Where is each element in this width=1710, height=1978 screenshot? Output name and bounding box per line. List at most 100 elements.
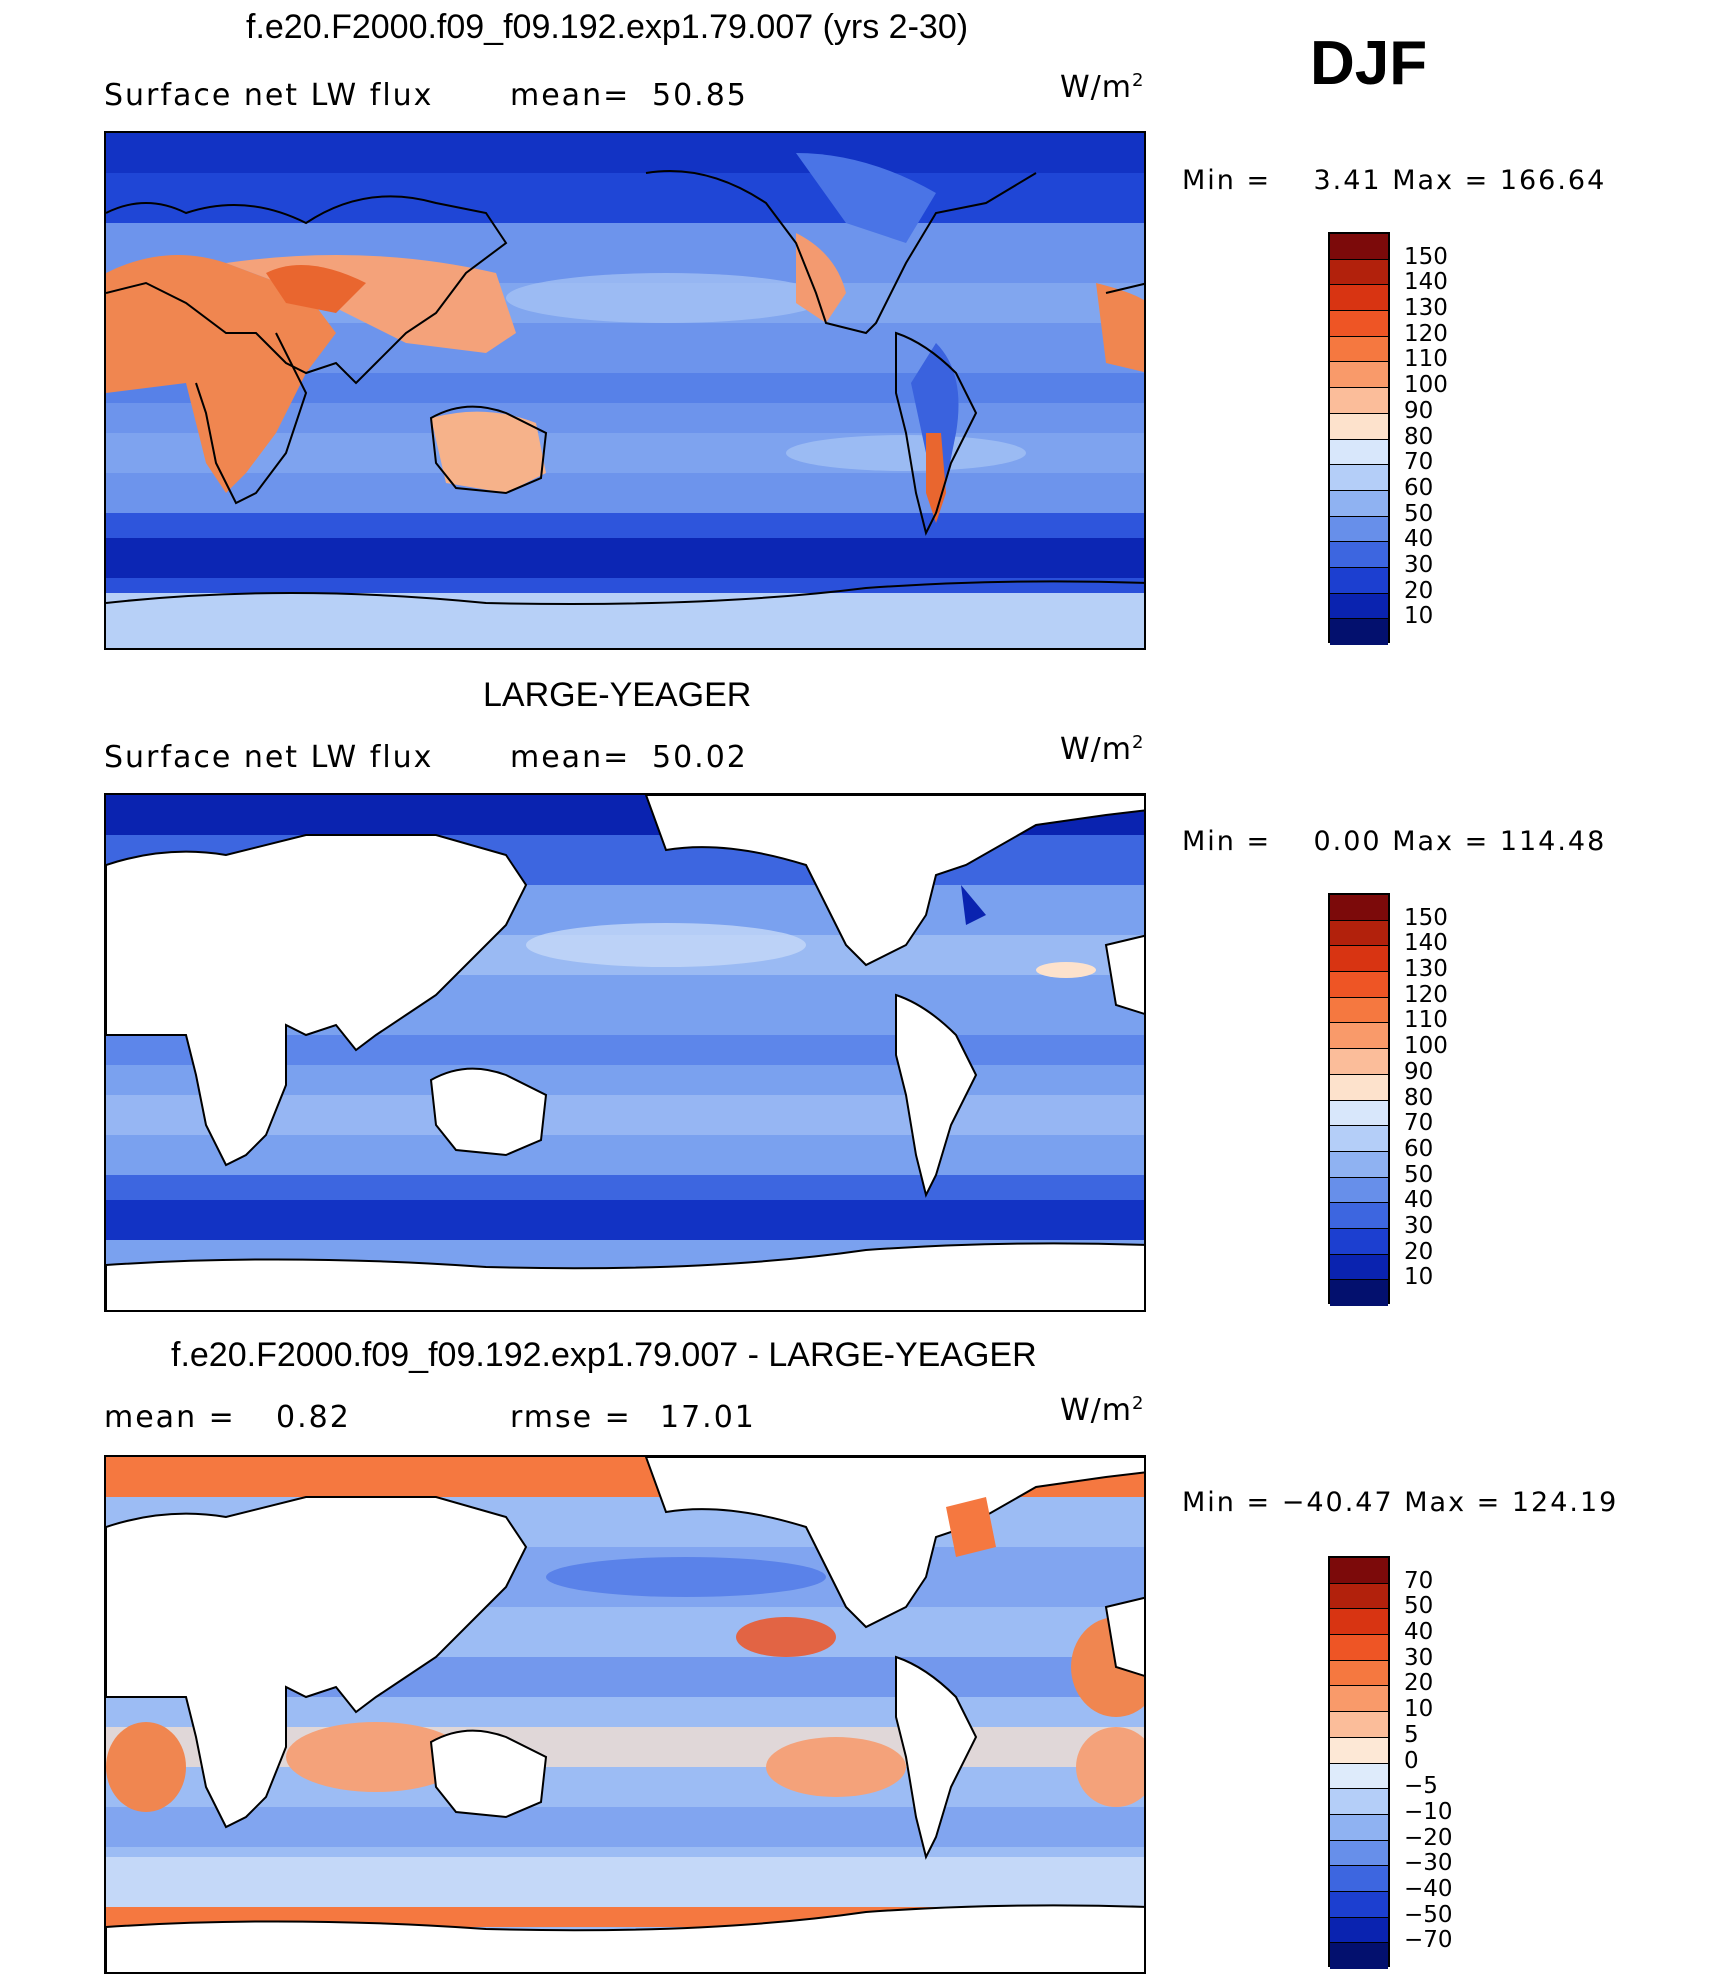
colorbar-swatch — [1330, 1866, 1388, 1892]
colorbar-swatch — [1330, 1943, 1388, 1969]
panel1-mean-label: mean= — [510, 78, 631, 113]
colorbar-tick-label: 80 — [1404, 1084, 1434, 1111]
colorbar-swatch — [1330, 593, 1388, 620]
colorbar-swatch — [1330, 895, 1388, 921]
colorbar-swatch — [1330, 1814, 1388, 1841]
colorbar-tick-label: 0 — [1404, 1747, 1419, 1774]
colorbar-tick-label: 60 — [1404, 474, 1434, 501]
colorbar-swatch — [1330, 1177, 1388, 1204]
colorbar-tick-label: 50 — [1404, 1593, 1434, 1620]
panel3-units: W/m2 — [1060, 1393, 1145, 1428]
colorbar-tick-label: −10 — [1404, 1798, 1453, 1825]
colorbar-swatch — [1330, 1049, 1388, 1075]
colorbar-tick-label: 60 — [1404, 1135, 1434, 1162]
panel2-mean-label: mean= — [510, 740, 631, 775]
colorbar-swatch — [1330, 1737, 1388, 1764]
colorbar-swatch — [1330, 1660, 1388, 1687]
colorbar-tick-label: 110 — [1404, 1007, 1448, 1034]
colorbar-swatch — [1330, 1280, 1388, 1306]
colorbar-swatch — [1330, 1126, 1388, 1152]
colorbar-swatch — [1330, 1228, 1388, 1255]
colorbar-tick-label: 5 — [1404, 1721, 1419, 1748]
colorbar-swatch — [1330, 439, 1388, 466]
colorbar-tick-label: −30 — [1404, 1850, 1453, 1877]
colorbar-tick-label: 70 — [1404, 1567, 1434, 1594]
colorbar-swatch — [1330, 997, 1388, 1024]
panel1-minmax: Min = 3.41 Max = 166.64 — [1182, 165, 1607, 196]
colorbar-tick-label: −40 — [1404, 1875, 1453, 1902]
colorbar-tick-label: 70 — [1404, 449, 1434, 476]
panel3-colorbar — [1328, 1556, 1390, 1969]
colorbar-swatch — [1330, 1023, 1388, 1050]
colorbar-tick-label: 10 — [1404, 603, 1434, 630]
colorbar-swatch — [1330, 388, 1388, 414]
panel2-variable-label: Surface net LW flux — [104, 740, 434, 775]
colorbar-tick-label: 40 — [1404, 1619, 1434, 1646]
colorbar-swatch — [1330, 972, 1388, 998]
colorbar-swatch — [1330, 567, 1388, 594]
colorbar-swatch — [1330, 1917, 1388, 1944]
colorbar-swatch — [1330, 1100, 1388, 1127]
colorbar-tick-label: 70 — [1404, 1110, 1434, 1137]
panel1-variable-label: Surface net LW flux — [104, 78, 434, 113]
colorbar-swatch — [1330, 619, 1388, 645]
colorbar-tick-label: 10 — [1404, 1696, 1434, 1723]
colorbar-swatch — [1330, 1891, 1388, 1918]
colorbar-swatch — [1330, 1635, 1388, 1661]
colorbar-tick-label: 140 — [1404, 269, 1448, 296]
colorbar-swatch — [1330, 465, 1388, 491]
colorbar-tick-label: 140 — [1404, 930, 1448, 957]
panel2-mean-value: 50.02 — [652, 740, 748, 775]
colorbar-tick-label: 110 — [1404, 346, 1448, 373]
colorbar-tick-label: 10 — [1404, 1264, 1434, 1291]
panel2-map — [104, 793, 1146, 1312]
colorbar-tick-label: 80 — [1404, 423, 1434, 450]
colorbar-tick-label: 120 — [1404, 981, 1448, 1008]
panel3-map — [104, 1455, 1146, 1974]
colorbar-tick-label: 90 — [1404, 397, 1434, 424]
colorbar-swatch — [1330, 490, 1388, 517]
colorbar-swatch — [1330, 1609, 1388, 1636]
colorbar-tick-label: 130 — [1404, 956, 1448, 983]
colorbar-swatch — [1330, 1203, 1388, 1229]
colorbar-tick-label: 30 — [1404, 1212, 1434, 1239]
panel3-mean-value: 0.82 — [276, 1400, 351, 1435]
colorbar-swatch — [1330, 542, 1388, 568]
panel2-title: LARGE-YEAGER — [483, 676, 752, 714]
colorbar-swatch — [1330, 1583, 1388, 1610]
colorbar-swatch — [1330, 362, 1388, 389]
panel2-colorbar — [1328, 893, 1390, 1306]
colorbar-swatch — [1330, 920, 1388, 947]
colorbar-swatch — [1330, 336, 1388, 363]
colorbar-tick-label: 50 — [1404, 500, 1434, 527]
season-label: DJF — [1310, 29, 1428, 98]
colorbar-tick-label: 100 — [1404, 1033, 1448, 1060]
colorbar-tick-label: 40 — [1404, 526, 1434, 553]
colorbar-swatch — [1330, 311, 1388, 337]
panel1-colorbar — [1328, 232, 1390, 645]
colorbar-tick-label: 150 — [1404, 243, 1448, 270]
colorbar-tick-label: −50 — [1404, 1901, 1453, 1928]
colorbar-swatch — [1330, 234, 1388, 260]
colorbar-tick-label: 150 — [1404, 904, 1448, 931]
colorbar-swatch — [1330, 259, 1388, 286]
colorbar-tick-label: 120 — [1404, 320, 1448, 347]
panel3-rmse-label: rmse = — [510, 1400, 632, 1435]
colorbar-tick-label: −70 — [1404, 1927, 1453, 1954]
panel1-title: f.e20.F2000.f09_f09.192.exp1.79.007 (yrs… — [246, 8, 969, 46]
colorbar-swatch — [1330, 413, 1388, 440]
panel3-mean-label: mean = — [104, 1400, 236, 1435]
colorbar-swatch — [1330, 1840, 1388, 1867]
colorbar-swatch — [1330, 1686, 1388, 1713]
colorbar-tick-label: 30 — [1404, 1644, 1434, 1671]
colorbar-swatch — [1330, 1074, 1388, 1101]
colorbar-swatch — [1330, 1254, 1388, 1281]
colorbar-tick-label: 40 — [1404, 1187, 1434, 1214]
colorbar-tick-label: 20 — [1404, 577, 1434, 604]
colorbar-tick-label: 20 — [1404, 1238, 1434, 1265]
colorbar-swatch — [1330, 1712, 1388, 1738]
panel1-mean-value: 50.85 — [652, 78, 748, 113]
colorbar-tick-label: −20 — [1404, 1824, 1453, 1851]
colorbar-tick-label: 130 — [1404, 295, 1448, 322]
colorbar-swatch — [1330, 1789, 1388, 1815]
